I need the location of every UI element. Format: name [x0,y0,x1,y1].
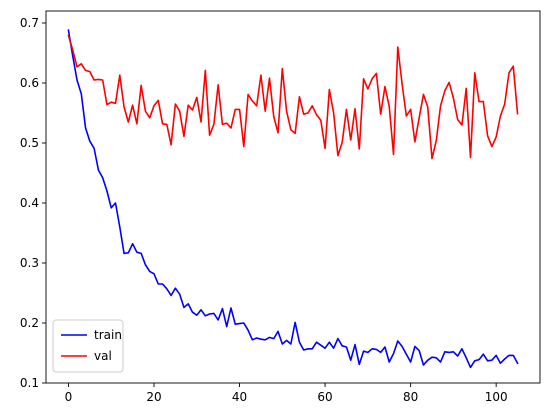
y-tick-label: 0.2 [20,316,39,330]
x-tick-label: 80 [403,390,418,404]
legend-label-val: val [94,349,112,363]
x-tick-label: 0 [65,390,73,404]
y-axis: 0.1 0.2 0.3 0.4 0.5 0.6 0.7 [20,16,46,390]
plot-area [45,10,541,384]
series-layer [67,29,519,369]
x-tick-label: 100 [485,390,508,404]
x-axis: 0 20 40 60 80 100 [65,383,508,404]
y-tick-label: 0.7 [20,16,39,30]
legend: train val [52,319,124,373]
y-tick-label: 0.3 [20,256,39,270]
plot-frame [45,10,541,384]
x-tick-label: 20 [146,390,161,404]
x-tick-label: 60 [317,390,332,404]
series-line-train [67,29,519,369]
legend-box [52,319,124,373]
y-tick-label: 0.4 [20,196,39,210]
y-tick-label: 0.6 [20,76,39,90]
y-tick-label: 0.1 [20,376,39,390]
legend-label-train: train [94,328,122,342]
x-tick-label: 40 [232,390,247,404]
y-tick-label: 0.5 [20,136,39,150]
series-line-val [67,34,519,160]
